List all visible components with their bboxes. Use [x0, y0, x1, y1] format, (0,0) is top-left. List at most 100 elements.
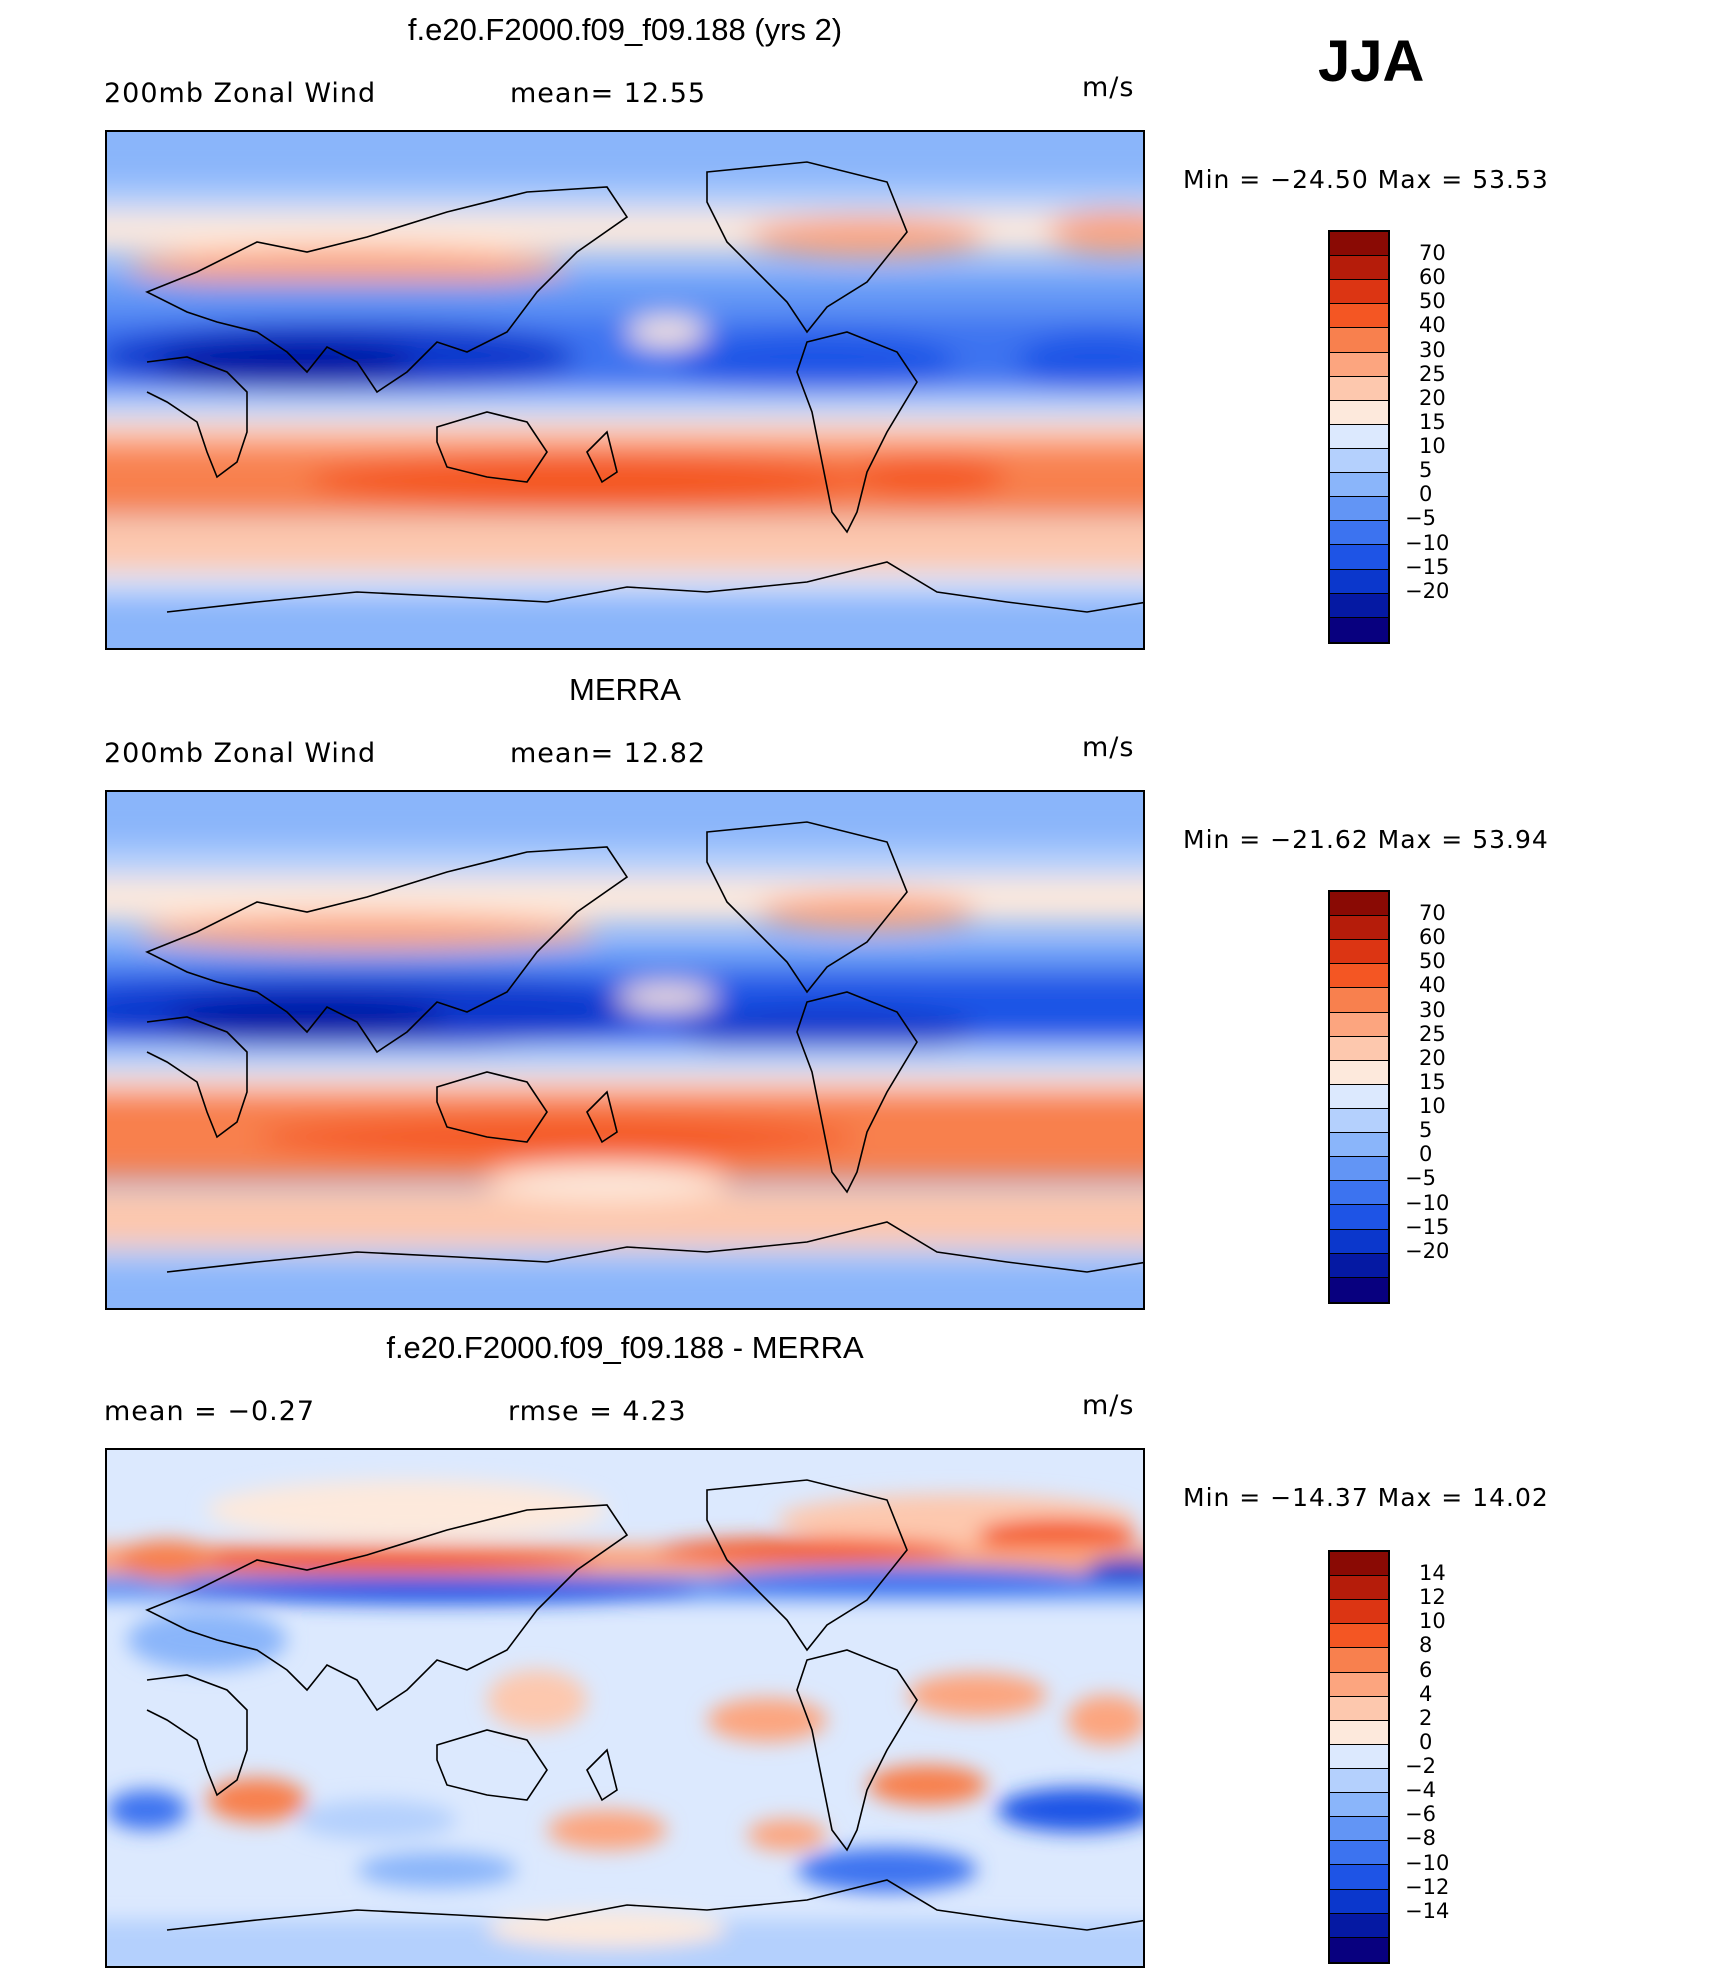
panel-3-title: f.e20.F2000.f09_f09.188 - MERRA: [386, 1330, 864, 1365]
colorbar-cell: [1330, 400, 1388, 425]
colorbar-tick-label: 5: [1419, 458, 1433, 483]
colorbar-tick-label: −20: [1405, 578, 1450, 603]
colorbar-cell: [1330, 988, 1388, 1013]
colorbar-tick-label: 70: [1419, 901, 1446, 926]
panel-3-minmax: Min = −14.37 Max = 14.02: [1183, 1483, 1549, 1512]
colorbar-cell: [1330, 1181, 1388, 1206]
colorbar-cell: [1330, 1744, 1388, 1769]
colorbar-tick-label: 70: [1419, 241, 1446, 266]
panel-1-field-label: 200mb Zonal Wind: [104, 78, 377, 109]
colorbar-tick-label: 60: [1419, 265, 1446, 290]
panel-1-title: f.e20.F2000.f09_f09.188 (yrs 2): [407, 12, 843, 47]
colorbar-tick-label: −5: [1405, 506, 1436, 531]
colorbar-tick-label: 25: [1419, 1021, 1446, 1046]
colorbar-cell: [1330, 376, 1388, 401]
panel-1-mean-label: mean= 12.55: [510, 78, 707, 109]
colorbar-cell: [1330, 617, 1388, 642]
colorbar-cell: [1330, 892, 1388, 917]
colorbar-tick-label: 14: [1419, 1561, 1446, 1586]
colorbar-cell: [1330, 545, 1388, 570]
panel-3-units: m/s: [1082, 1390, 1135, 1421]
colorbar-tick-label: −14: [1405, 1898, 1450, 1923]
colorbar-cell: [1330, 1036, 1388, 1061]
colorbar-tick-label: 30: [1419, 337, 1446, 362]
colorbar-tick-label: −2: [1405, 1754, 1436, 1779]
world-map-zonal-wind-difference-icon: [107, 1450, 1143, 1966]
colorbar-tick-label: 50: [1419, 949, 1446, 974]
colorbar-tick-label: 0: [1419, 482, 1433, 507]
colorbar-cell: [1330, 328, 1388, 353]
colorbar-cell: [1330, 256, 1388, 281]
colorbar-cell: [1330, 1672, 1388, 1697]
panel-2-title: MERRA: [569, 672, 681, 707]
colorbar-tick-label: 40: [1419, 973, 1446, 998]
colorbar-cell: [1330, 1696, 1388, 1721]
panel-2-minmax: Min = −21.62 Max = 53.94: [1183, 825, 1549, 854]
colorbar-tick-label: 50: [1419, 289, 1446, 314]
colorbar-tick-label: 0: [1419, 1142, 1433, 1167]
colorbar-tick-label: 20: [1419, 1045, 1446, 1070]
colorbar-tick-label: −15: [1405, 554, 1450, 579]
colorbar-cell: [1330, 1277, 1388, 1302]
colorbar-cell: [1330, 1133, 1388, 1158]
colorbar-tick-label: −15: [1405, 1214, 1450, 1239]
colorbar-cell: [1330, 1889, 1388, 1914]
colorbar-tick-label: 60: [1419, 925, 1446, 950]
panel-1-colorbar: [1328, 230, 1390, 644]
colorbar-cell: [1330, 1084, 1388, 1109]
colorbar-cell: [1330, 1108, 1388, 1134]
panel-3-rmse-label: rmse = 4.23: [508, 1396, 687, 1427]
colorbar-tick-label: 5: [1419, 1118, 1433, 1143]
colorbar-tick-label: 40: [1419, 313, 1446, 338]
colorbar-cell: [1330, 1552, 1388, 1577]
colorbar-tick-label: −6: [1405, 1802, 1436, 1827]
world-map-zonal-wind-merra-icon: [107, 792, 1143, 1308]
panel-3-map: [105, 1448, 1145, 1968]
panel-2-mean-label: mean= 12.82: [510, 738, 707, 769]
colorbar-cell: [1330, 473, 1388, 498]
colorbar-cell: [1330, 1624, 1388, 1649]
colorbar-tick-label: −4: [1405, 1778, 1436, 1803]
colorbar-cell: [1330, 1648, 1388, 1673]
colorbar-cell: [1330, 424, 1388, 449]
colorbar-tick-label: 4: [1419, 1681, 1433, 1706]
colorbar-tick-label: −10: [1405, 530, 1450, 555]
panel-2-colorbar: [1328, 890, 1390, 1304]
colorbar-tick-label: 20: [1419, 385, 1446, 410]
colorbar-tick-label: −12: [1405, 1874, 1450, 1899]
colorbar-tick-label: 2: [1419, 1705, 1433, 1730]
colorbar-tick-label: 15: [1419, 409, 1446, 434]
colorbar-tick-label: 10: [1419, 434, 1446, 459]
colorbar-cell: [1330, 448, 1388, 474]
panel-2-field-label: 200mb Zonal Wind: [104, 738, 377, 769]
panel-1-map: [105, 130, 1145, 650]
colorbar-tick-label: 12: [1419, 1585, 1446, 1610]
colorbar-cell: [1330, 940, 1388, 965]
panel-3-colorbar: [1328, 1550, 1390, 1964]
panel-3-mean-label: mean = −0.27: [104, 1396, 316, 1427]
colorbar-tick-label: 8: [1419, 1633, 1433, 1658]
colorbar-tick-label: 25: [1419, 361, 1446, 386]
colorbar-cell: [1330, 304, 1388, 329]
colorbar-tick-label: −5: [1405, 1166, 1436, 1191]
colorbar-cell: [1330, 1793, 1388, 1818]
panel-2-map: [105, 790, 1145, 1310]
panel-1-minmax: Min = −24.50 Max = 53.53: [1183, 165, 1549, 194]
colorbar-cell: [1330, 352, 1388, 377]
colorbar-tick-label: 0: [1419, 1729, 1433, 1754]
colorbar-cell: [1330, 1600, 1388, 1625]
panel-2-units: m/s: [1082, 732, 1135, 763]
colorbar-tick-label: 30: [1419, 997, 1446, 1022]
coastline-outlines: [145, 161, 1143, 613]
colorbar-cell: [1330, 521, 1388, 546]
colorbar-cell: [1330, 1012, 1388, 1037]
colorbar-tick-label: −20: [1405, 1238, 1450, 1263]
season-label: JJA: [1318, 29, 1425, 94]
colorbar-cell: [1330, 497, 1388, 522]
colorbar-tick-label: 6: [1419, 1657, 1433, 1682]
panel-1-units: m/s: [1082, 72, 1135, 103]
colorbar-cell: [1330, 1157, 1388, 1182]
colorbar-cell: [1330, 232, 1388, 257]
colorbar-cell: [1330, 1865, 1388, 1890]
colorbar-cell: [1330, 1817, 1388, 1842]
